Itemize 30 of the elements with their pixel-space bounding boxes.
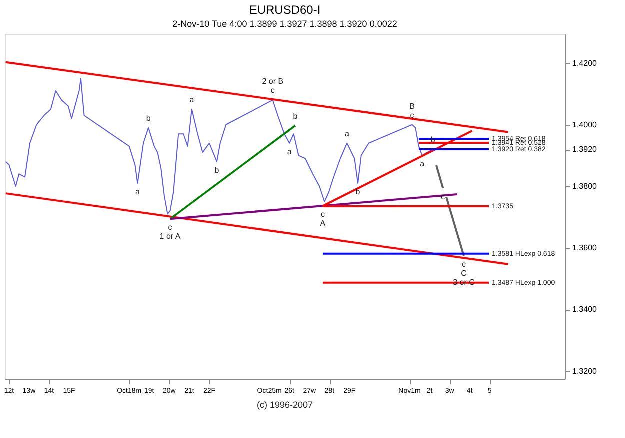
annotation: c (168, 223, 172, 232)
annotation: 1 or A (160, 232, 182, 242)
annotation: a (135, 187, 140, 196)
annotation: b (214, 166, 220, 175)
annotation: a (190, 95, 195, 104)
annotation: a (420, 160, 426, 169)
text: (c) 1996-2007 (256, 400, 314, 410)
annotation: a (287, 147, 292, 156)
annotation: c (320, 210, 325, 220)
chart-title: EURUSD60-I (249, 3, 321, 17)
y-tick-label: 1.4000 (572, 120, 598, 130)
annotation: c (462, 260, 466, 270)
annotation: C (461, 269, 468, 278)
annotation: c (410, 110, 414, 120)
annotation: b (146, 114, 152, 123)
y-tick-label: 1.3400 (572, 305, 598, 314)
chart-subtitle: 2-Nov-10 Tue 4:00 1.3899 1.3927 1.3898 1.3920 0.0022 (172, 19, 398, 29)
annotation: A (320, 219, 326, 228)
y-tick-label: 1.3920 (572, 145, 598, 154)
annotation: b (356, 187, 361, 196)
annotation: b (430, 136, 436, 145)
y-tick-label: 1.3800 (572, 182, 598, 191)
annotation: B (410, 102, 415, 111)
annotation: c (270, 86, 275, 96)
annotation: 2 or B (262, 77, 284, 86)
y-tick-label: 1.4200 (572, 58, 598, 68)
y-tick-label: 1.3600 (572, 244, 598, 253)
annotation: a (344, 129, 350, 138)
y-tick-label: 1.3200 (572, 366, 598, 376)
annotation: b (293, 112, 298, 121)
